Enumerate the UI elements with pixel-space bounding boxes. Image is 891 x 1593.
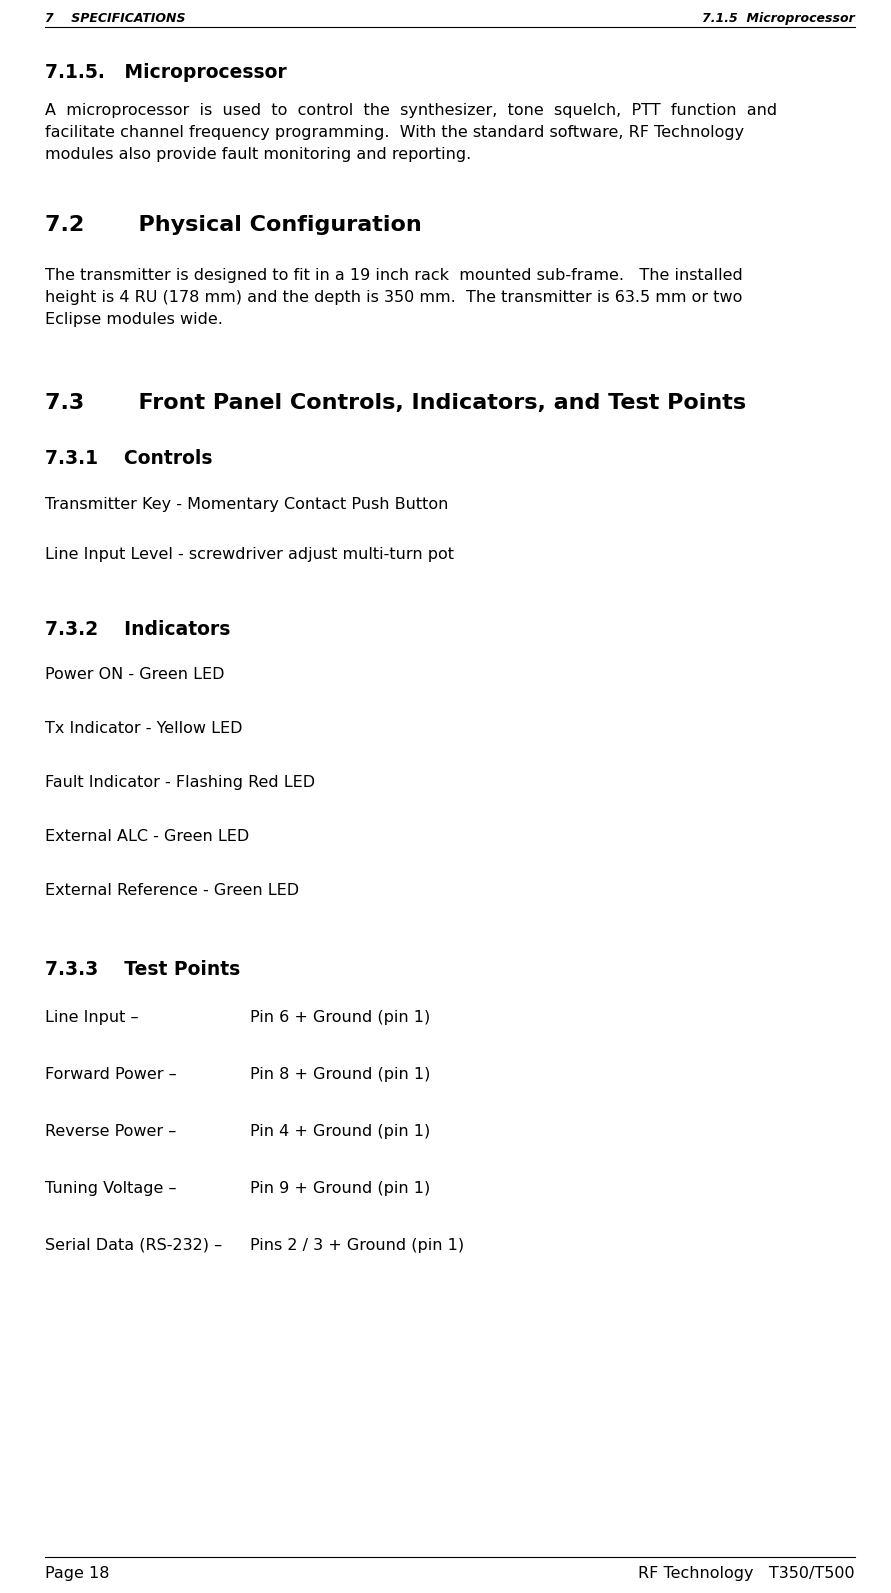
Text: Tx Indicator - Yellow LED: Tx Indicator - Yellow LED xyxy=(45,722,242,736)
Text: 7.3       Front Panel Controls, Indicators, and Test Points: 7.3 Front Panel Controls, Indicators, an… xyxy=(45,393,746,413)
Text: A  microprocessor  is  used  to  control  the  synthesizer,  tone  squelch,  PTT: A microprocessor is used to control the … xyxy=(45,104,777,118)
Text: Pin 8 + Ground (pin 1): Pin 8 + Ground (pin 1) xyxy=(250,1067,430,1082)
Text: RF Technology   T350/T500: RF Technology T350/T500 xyxy=(638,1566,855,1580)
Text: Eclipse modules wide.: Eclipse modules wide. xyxy=(45,312,223,327)
Text: 7.2       Physical Configuration: 7.2 Physical Configuration xyxy=(45,215,421,236)
Text: 7.1.5  Microprocessor: 7.1.5 Microprocessor xyxy=(702,13,855,25)
Text: Power ON - Green LED: Power ON - Green LED xyxy=(45,667,225,682)
Text: modules also provide fault monitoring and reporting.: modules also provide fault monitoring an… xyxy=(45,147,471,162)
Text: Page 18: Page 18 xyxy=(45,1566,110,1580)
Text: The transmitter is designed to fit in a 19 inch rack  mounted sub-frame.   The i: The transmitter is designed to fit in a … xyxy=(45,268,743,284)
Text: Serial Data (RS-232) –: Serial Data (RS-232) – xyxy=(45,1238,222,1254)
Text: External ALC - Green LED: External ALC - Green LED xyxy=(45,828,249,844)
Text: Forward Power –: Forward Power – xyxy=(45,1067,176,1082)
Text: Tuning Voltage –: Tuning Voltage – xyxy=(45,1180,176,1196)
Text: Reverse Power –: Reverse Power – xyxy=(45,1125,176,1139)
Text: 7.3.3    Test Points: 7.3.3 Test Points xyxy=(45,961,241,980)
Text: Pin 4 + Ground (pin 1): Pin 4 + Ground (pin 1) xyxy=(250,1125,430,1139)
Text: Fault Indicator - Flashing Red LED: Fault Indicator - Flashing Red LED xyxy=(45,776,315,790)
Text: 7.3.1    Controls: 7.3.1 Controls xyxy=(45,449,212,468)
Text: Pin 6 + Ground (pin 1): Pin 6 + Ground (pin 1) xyxy=(250,1010,430,1024)
Text: Pins 2 / 3 + Ground (pin 1): Pins 2 / 3 + Ground (pin 1) xyxy=(250,1238,464,1254)
Text: facilitate channel frequency programming.  With the standard software, RF Techno: facilitate channel frequency programming… xyxy=(45,124,744,140)
Text: Line Input Level - screwdriver adjust multi-turn pot: Line Input Level - screwdriver adjust mu… xyxy=(45,546,454,562)
Text: 7    SPECIFICATIONS: 7 SPECIFICATIONS xyxy=(45,13,185,25)
Text: Transmitter Key - Momentary Contact Push Button: Transmitter Key - Momentary Contact Push… xyxy=(45,497,448,511)
Text: 7.1.5.   Microprocessor: 7.1.5. Microprocessor xyxy=(45,64,287,81)
Text: 7.3.2    Indicators: 7.3.2 Indicators xyxy=(45,620,231,639)
Text: Pin 9 + Ground (pin 1): Pin 9 + Ground (pin 1) xyxy=(250,1180,430,1196)
Text: Line Input –: Line Input – xyxy=(45,1010,138,1024)
Text: External Reference - Green LED: External Reference - Green LED xyxy=(45,883,299,898)
Text: height is 4 RU (178 mm) and the depth is 350 mm.  The transmitter is 63.5 mm or : height is 4 RU (178 mm) and the depth is… xyxy=(45,290,742,304)
